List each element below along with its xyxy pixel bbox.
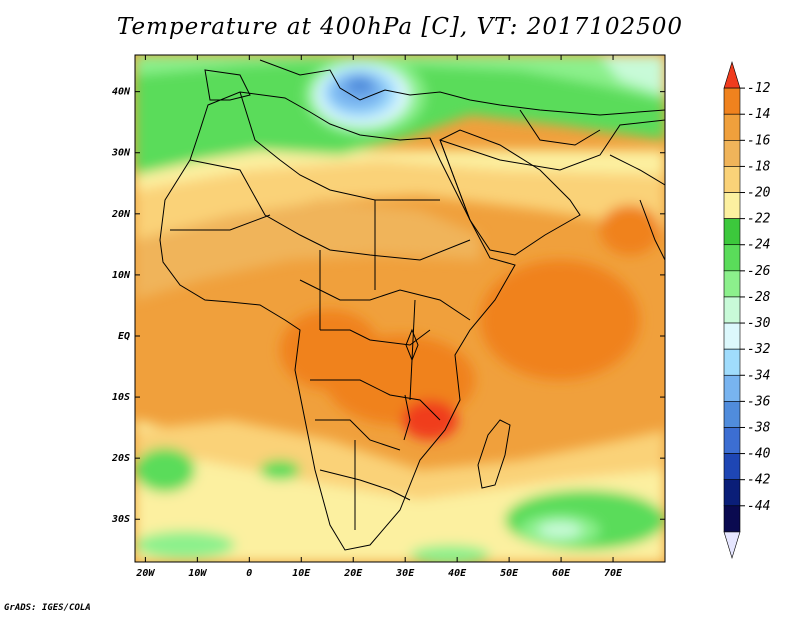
colorbar-swatch <box>723 453 741 480</box>
lat-tick-label: 30N <box>111 148 131 159</box>
lon-tick-label: 50E <box>500 568 519 579</box>
colorbar-swatch <box>723 244 741 272</box>
lon-tick-label: 40E <box>448 568 467 579</box>
longitude-axis: 20W 10W 0 10E 20E 30E 40E 50E 60E 70E <box>135 55 623 579</box>
colorbar-label: -24 <box>747 238 770 253</box>
colorbar-swatch <box>723 140 741 167</box>
colorbar-swatch <box>723 270 741 298</box>
map-title: Temperature at 400hPa [C], VT: 201710250… <box>116 14 684 40</box>
lon-tick-label: 20E <box>343 568 363 579</box>
colorbar-label: -26 <box>747 264 771 279</box>
temperature-field <box>135 55 665 562</box>
lon-tick-label: 30E <box>395 568 415 579</box>
lon-tick-label: 10E <box>292 568 311 579</box>
colorbar-label: -28 <box>747 290 771 305</box>
colorbar-label: -12 <box>747 81 771 96</box>
grads-credit: GrADS: IGES/COLA <box>4 603 91 613</box>
lat-tick-label: 40N <box>112 87 131 98</box>
colorbar-swatch <box>723 479 741 507</box>
colorbar-label: -38 <box>747 420 771 435</box>
lon-tick-label: 0 <box>246 568 252 579</box>
lat-tick-label: 10N <box>112 270 131 281</box>
colorbar-swatch <box>723 401 741 428</box>
colorbar-swatch <box>723 113 741 141</box>
colorbar-swatch <box>723 505 741 533</box>
lon-tick-label: 20W <box>135 568 155 579</box>
colorbar: -12 -14 -16 -18 -20 -22 -24 -26 -28 -30 -32 -34 -36 -… <box>723 60 771 560</box>
lat-tick-label: EQ <box>118 331 130 342</box>
colorbar-label: -14 <box>747 107 770 122</box>
lon-tick-label: 10W <box>188 568 207 579</box>
colorbar-swatch <box>723 218 741 246</box>
colorbar-label: -20 <box>747 186 771 201</box>
lat-tick-label: 20S <box>111 453 130 464</box>
colorbar-swatch <box>723 348 741 376</box>
colorbar-swatch <box>723 322 741 350</box>
colorbar-label: -32 <box>747 342 771 357</box>
lon-tick-label: 60E <box>552 568 571 579</box>
colorbar-swatch <box>723 60 741 89</box>
colorbar-label: -18 <box>747 159 771 174</box>
latitude-axis: 40N 30N 20N 10N EQ 10S 20S 30S <box>111 87 665 525</box>
colorbar-swatch <box>723 296 741 324</box>
colorbar-label: -34 <box>747 368 770 383</box>
colorbar-swatch <box>723 192 741 219</box>
lon-tick-label: 70E <box>604 568 623 579</box>
colorbar-label: -30 <box>747 316 771 331</box>
colorbar-swatch <box>723 531 741 560</box>
lat-tick-label: 20N <box>111 209 131 220</box>
colorbar-swatch <box>723 166 741 193</box>
lat-tick-label: 30S <box>111 514 130 525</box>
colorbar-label: -44 <box>747 499 770 514</box>
lat-tick-label: 10S <box>112 392 130 403</box>
colorbar-label: -16 <box>747 133 771 148</box>
map-frame <box>134 54 666 563</box>
colorbar-swatch <box>723 87 741 115</box>
coastlines <box>159 59 665 551</box>
colorbar-label: -42 <box>747 473 771 488</box>
colorbar-label: -22 <box>747 212 771 227</box>
colorbar-label: -40 <box>747 447 771 462</box>
colorbar-label: -36 <box>747 394 771 409</box>
colorbar-swatch <box>723 374 741 402</box>
colorbar-swatch <box>723 427 741 454</box>
